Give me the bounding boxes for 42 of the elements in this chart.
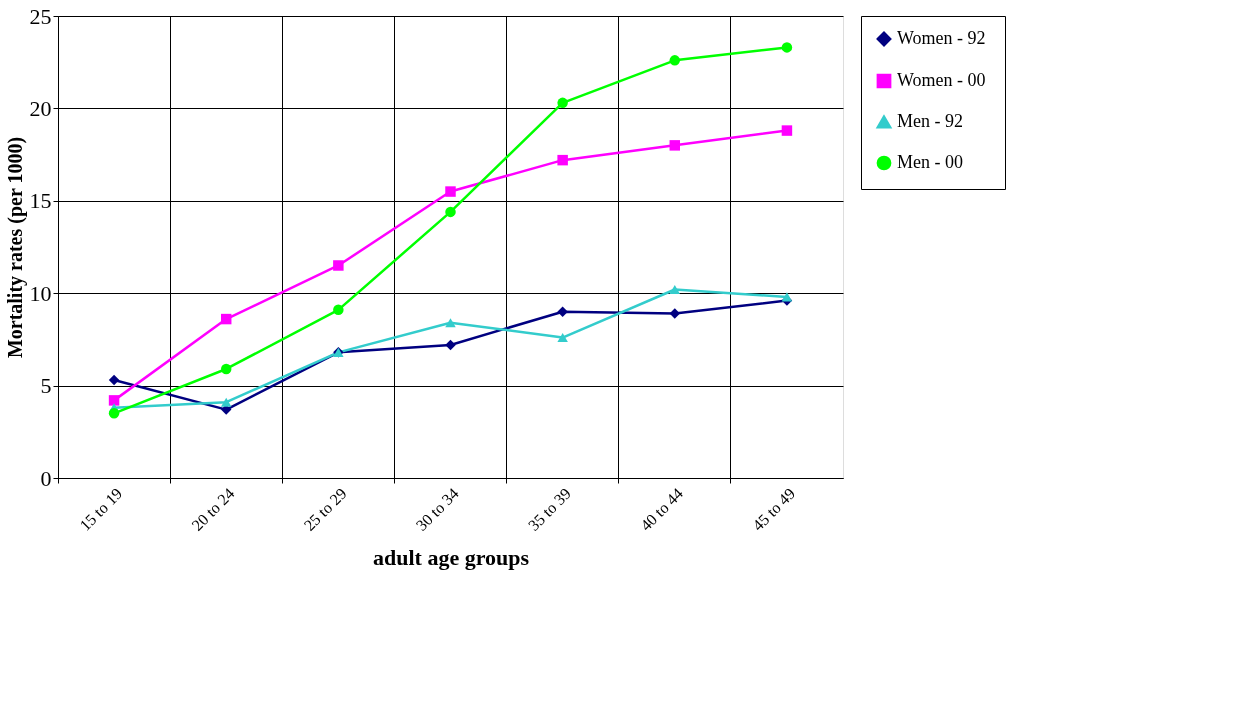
point bbox=[445, 206, 456, 218]
x-tick-label: 30 to 34 bbox=[412, 484, 462, 534]
point bbox=[220, 363, 232, 375]
point bbox=[445, 318, 456, 328]
legend-label: Women - 92 bbox=[897, 28, 986, 48]
point bbox=[557, 333, 568, 343]
point bbox=[220, 313, 232, 325]
legend-label: Men - 92 bbox=[897, 111, 963, 131]
x-tick-label: 15 to 19 bbox=[76, 484, 126, 534]
x-tick-label: 25 to 29 bbox=[300, 484, 350, 534]
point bbox=[669, 284, 681, 295]
point bbox=[108, 408, 120, 419]
y-axis-title: Mortality rates (per 1000) bbox=[3, 136, 27, 359]
point bbox=[669, 55, 681, 66]
point bbox=[557, 97, 568, 109]
point bbox=[781, 292, 793, 302]
point bbox=[333, 304, 344, 316]
point bbox=[445, 186, 456, 197]
point bbox=[108, 374, 120, 386]
x-axis-title: adult age groups bbox=[372, 544, 530, 570]
point bbox=[669, 140, 681, 151]
point bbox=[333, 260, 344, 271]
x-tick-label: 20 to 24 bbox=[188, 484, 238, 534]
y-tick-label: 0 bbox=[40, 465, 52, 491]
x-tick-label: 45 to 49 bbox=[749, 484, 799, 534]
y-tick-label: 10 bbox=[29, 280, 52, 306]
point bbox=[781, 42, 793, 53]
point bbox=[108, 395, 120, 406]
point bbox=[445, 339, 456, 351]
x-tick-label: 40 to 44 bbox=[636, 484, 687, 534]
y-tick-label: 5 bbox=[40, 373, 52, 399]
point bbox=[557, 154, 568, 166]
point bbox=[220, 397, 232, 407]
point bbox=[669, 308, 681, 319]
legend-label: Men - 00 bbox=[897, 152, 963, 172]
x-tick-label: 35 to 39 bbox=[524, 484, 574, 534]
legend-label: Women - 00 bbox=[897, 70, 986, 90]
point bbox=[781, 125, 793, 136]
y-tick-label: 15 bbox=[29, 188, 52, 214]
y-tick-label: 20 bbox=[29, 95, 52, 121]
point bbox=[557, 306, 568, 317]
y-tick-label: 25 bbox=[29, 3, 52, 29]
